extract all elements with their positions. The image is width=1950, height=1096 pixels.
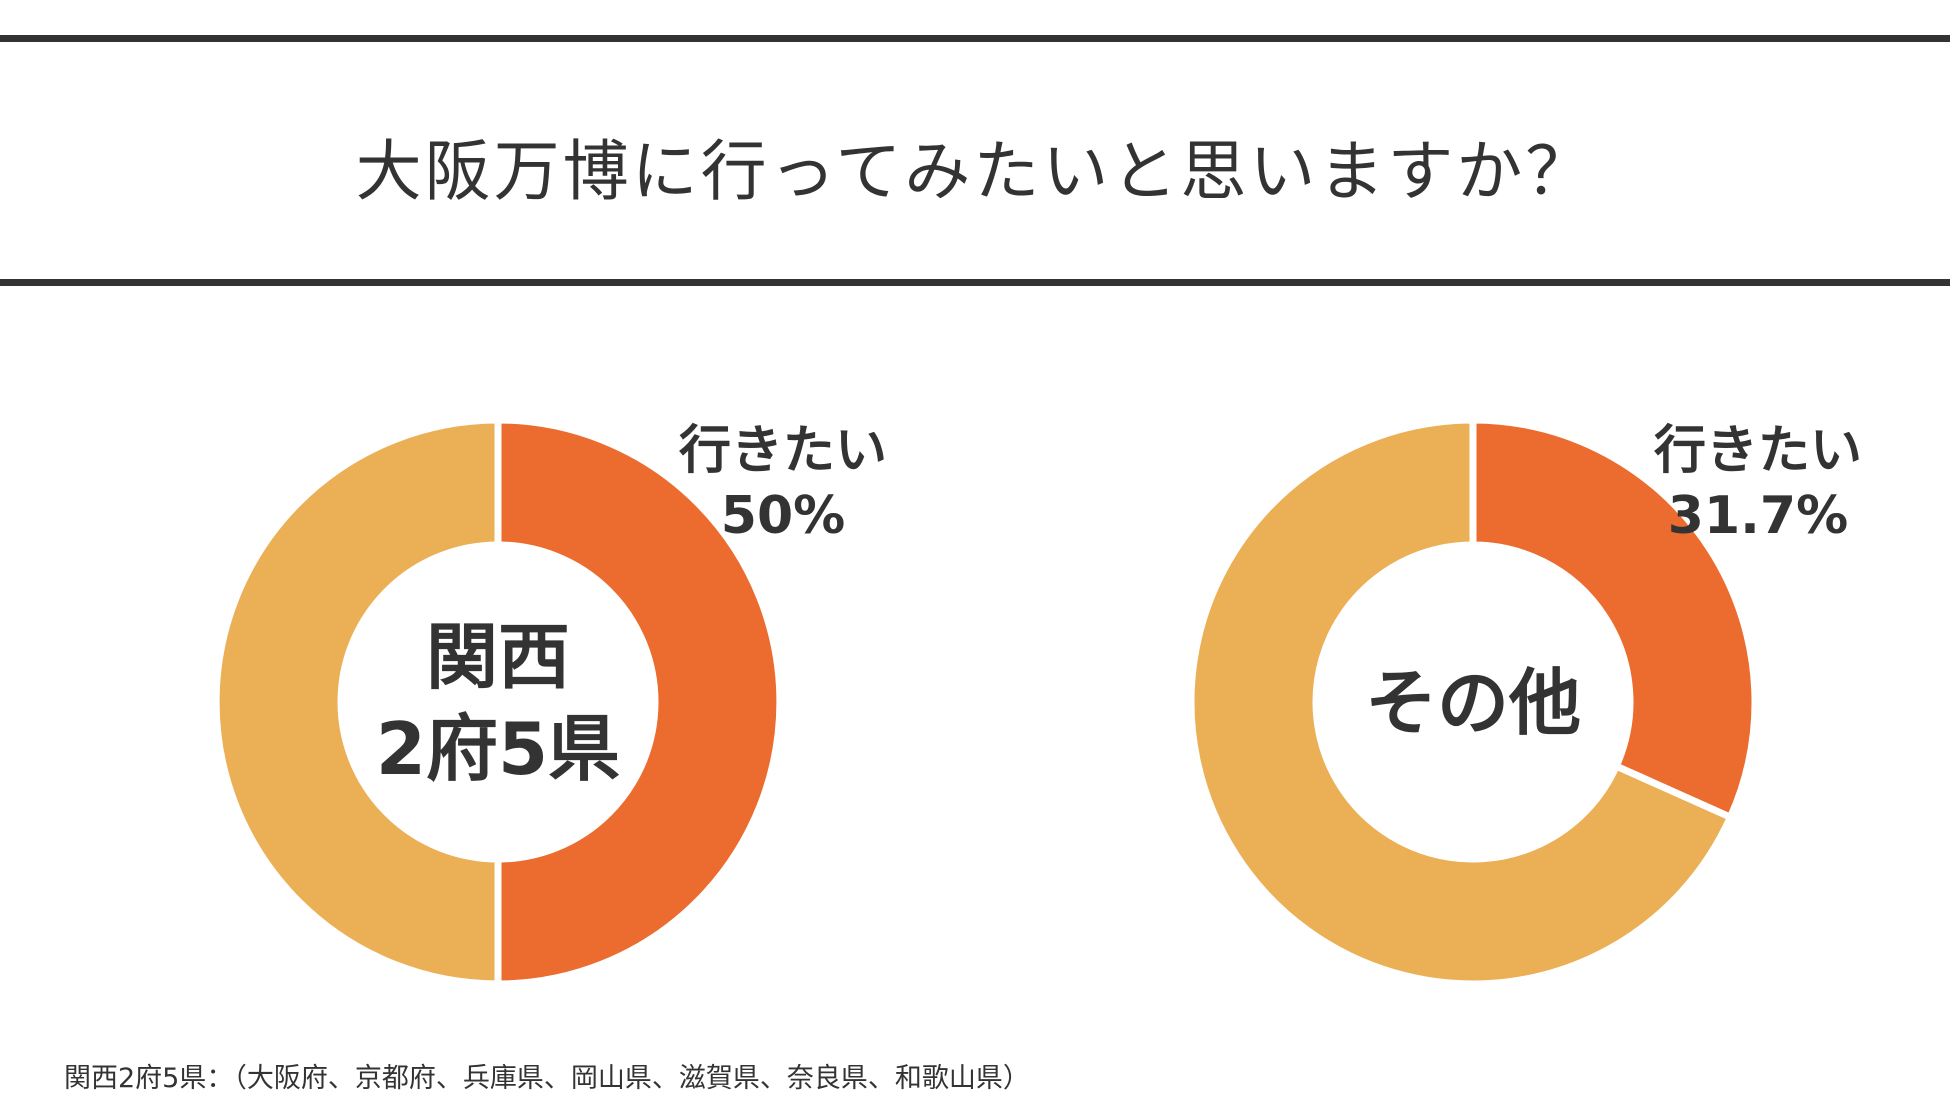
bottom-rule: [0, 279, 1950, 286]
chart1-slice-other: [212, 416, 502, 988]
chart2-center-label: その他: [1365, 661, 1581, 745]
chart1-slice-want: [494, 416, 784, 988]
chart2-slice-other: [1187, 416, 1736, 988]
chart2-annotation-value: 31.7%: [1668, 486, 1848, 546]
chart1-center-label: 関西: [426, 615, 570, 699]
top-rule: [0, 35, 1950, 42]
chart1-center-label: 2府5県: [376, 707, 620, 791]
chart1-annotation-label: 行きたい: [679, 421, 887, 481]
page-title: 大阪万博に行ってみたいと思いますか？: [355, 133, 1595, 210]
chart2-annotation-label: 行きたい: [1654, 421, 1862, 481]
chart2-slice-want: [1469, 416, 1759, 822]
footnote: 関西2府5県：（大阪府、京都府、兵庫県、岡山県、滋賀県、奈良県、和歌山県）: [64, 1063, 1030, 1094]
chart1-annotation-value: 50%: [721, 486, 845, 546]
